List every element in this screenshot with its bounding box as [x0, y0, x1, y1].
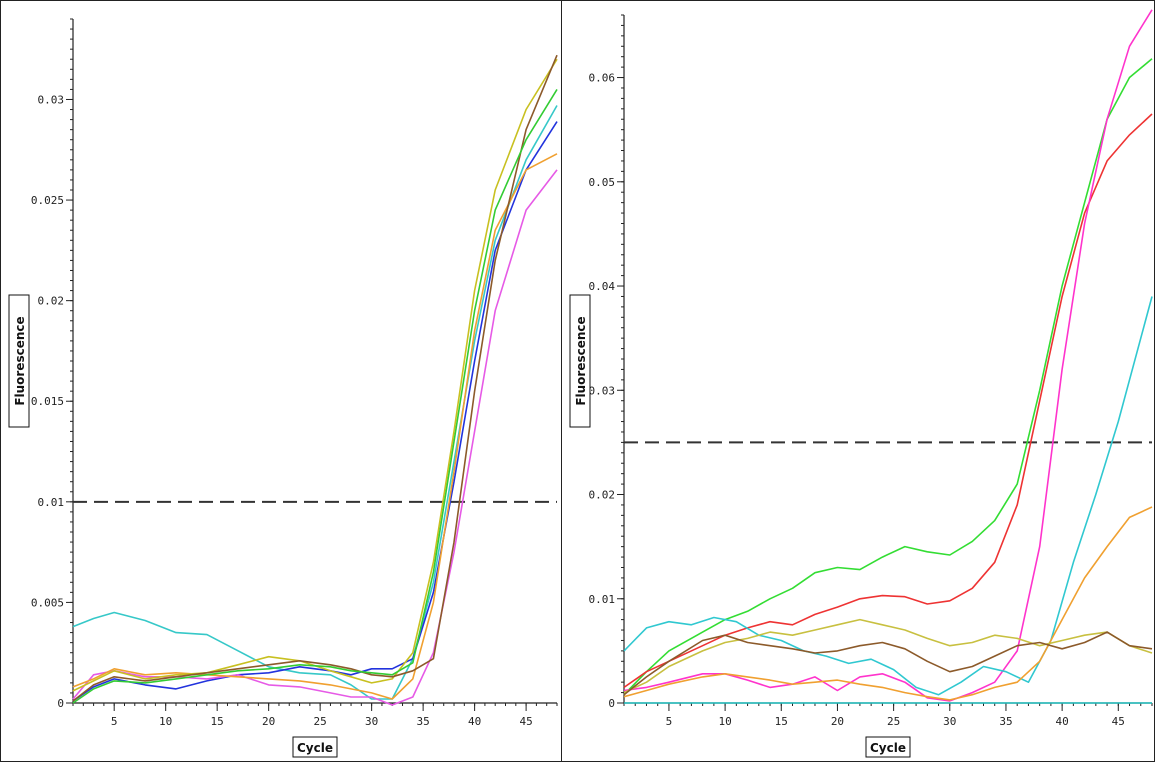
chart-panel-right: 0 0.01 0.02 0.03 0.04 0.05 0.06 5 10 15 20 25 30 35 40…	[562, 0, 1155, 762]
chart-1-series-line-7	[72, 88, 558, 704]
chart-2-x-tick-label: 35	[999, 715, 1012, 728]
chart-1-x-tick-label: 45	[519, 715, 532, 728]
chart-1-x-axis-title-box	[292, 736, 338, 758]
chart-2-x-tick-label: 40	[1056, 715, 1069, 728]
chart-right: 0 0.01 0.02 0.03 0.04 0.05 0.06 5 10 15 20 25 30 35 40…	[569, 9, 1153, 758]
chart-1-x-tick-label: 15	[211, 715, 224, 728]
chart-2-series-line-4	[623, 296, 1153, 696]
chart-1-y-axis-title-box	[8, 294, 30, 428]
chart-2-y-tick-label: 0.06	[589, 72, 616, 85]
chart-1-y-tick-label: 0	[57, 697, 64, 710]
chart-2-y-tick-label: 0.01	[589, 593, 616, 606]
chart-1-y-tick-label: 0.03	[38, 93, 65, 106]
chart-2-x-axis-title: Cycle	[870, 741, 906, 755]
chart-2-y-tick-label: 0.05	[589, 176, 616, 189]
chart-2-series-line-3	[623, 9, 1153, 702]
chart-1-x-tick-label: 5	[111, 715, 118, 728]
chart-2-y-tick-label: 0	[608, 697, 615, 710]
chart-1-x-tick-label: 30	[365, 715, 378, 728]
chart-2-x-axis-title-box	[865, 736, 911, 758]
chart-2-x-tick-label: 45	[1112, 715, 1125, 728]
chart-1-x-tick-label: 20	[262, 715, 275, 728]
chart-2-x-tick-label: 15	[775, 715, 788, 728]
chart-1-x-axis-title: Cycle	[297, 741, 333, 755]
chart-2-x-tick-label: 25	[887, 715, 900, 728]
chart-1-series-line-4	[72, 153, 558, 700]
chart-1-y-tick-label: 0.015	[31, 395, 64, 408]
chart-2-series-line-1	[623, 58, 1153, 696]
chart-2-series-line-2	[623, 113, 1153, 689]
chart-2-series-line-5	[623, 506, 1153, 701]
chart-2-y-axis-title-box	[569, 294, 591, 428]
chart-1-y-tick-label: 0.005	[31, 596, 64, 609]
chart-1-y-tick-label: 0.01	[38, 496, 65, 509]
chart-1-y-tick-label: 0.025	[31, 194, 64, 207]
chart-1-series-line-6	[72, 54, 558, 702]
chart-1-series-line-2	[72, 121, 558, 702]
chart-2-series-line-7	[623, 631, 1153, 696]
chart-1-x-tick-label: 10	[159, 715, 172, 728]
chart-1-y-axis-title: Fluorescence	[13, 316, 27, 405]
chart-1-y-tick-label: 0.02	[38, 295, 65, 308]
chart-left: 0 0.005 0.01 0.015 0.02 0.025 0.03 5 10 15 20 25 30 3…	[8, 18, 558, 758]
chart-2-y-axis-title: Fluorescence	[574, 316, 588, 405]
chart-panel-left: 0 0.005 0.01 0.015 0.02 0.025 0.03 5 10 15 20 25 30 3…	[0, 0, 562, 762]
chart-2-y-axis-title-group: Fluorescence	[569, 294, 591, 428]
chart-2-x-tick-label: 20	[831, 715, 844, 728]
chart-1-series-line-1	[72, 105, 558, 700]
chart-1-x-tick-label: 25	[314, 715, 327, 728]
chart-1-x-tick-label: 40	[468, 715, 481, 728]
chart-2-x-tick-label: 30	[943, 715, 956, 728]
chart-1-x-tick-label: 35	[417, 715, 430, 728]
chart-1-series-line-3	[72, 169, 558, 706]
chart-2-x-tick-label: 10	[718, 715, 731, 728]
chart-2-y-tick-label: 0.03	[589, 384, 616, 397]
chart-2-y-tick-label: 0.02	[589, 489, 616, 502]
chart-2-x-tick-label: 5	[666, 715, 673, 728]
chart-1-series-line-5	[72, 58, 558, 692]
chart-2-series-line-6	[623, 618, 1153, 694]
chart-2-y-tick-label: 0.04	[589, 280, 616, 293]
chart-1-y-axis-title-group: Fluorescence	[8, 294, 30, 428]
